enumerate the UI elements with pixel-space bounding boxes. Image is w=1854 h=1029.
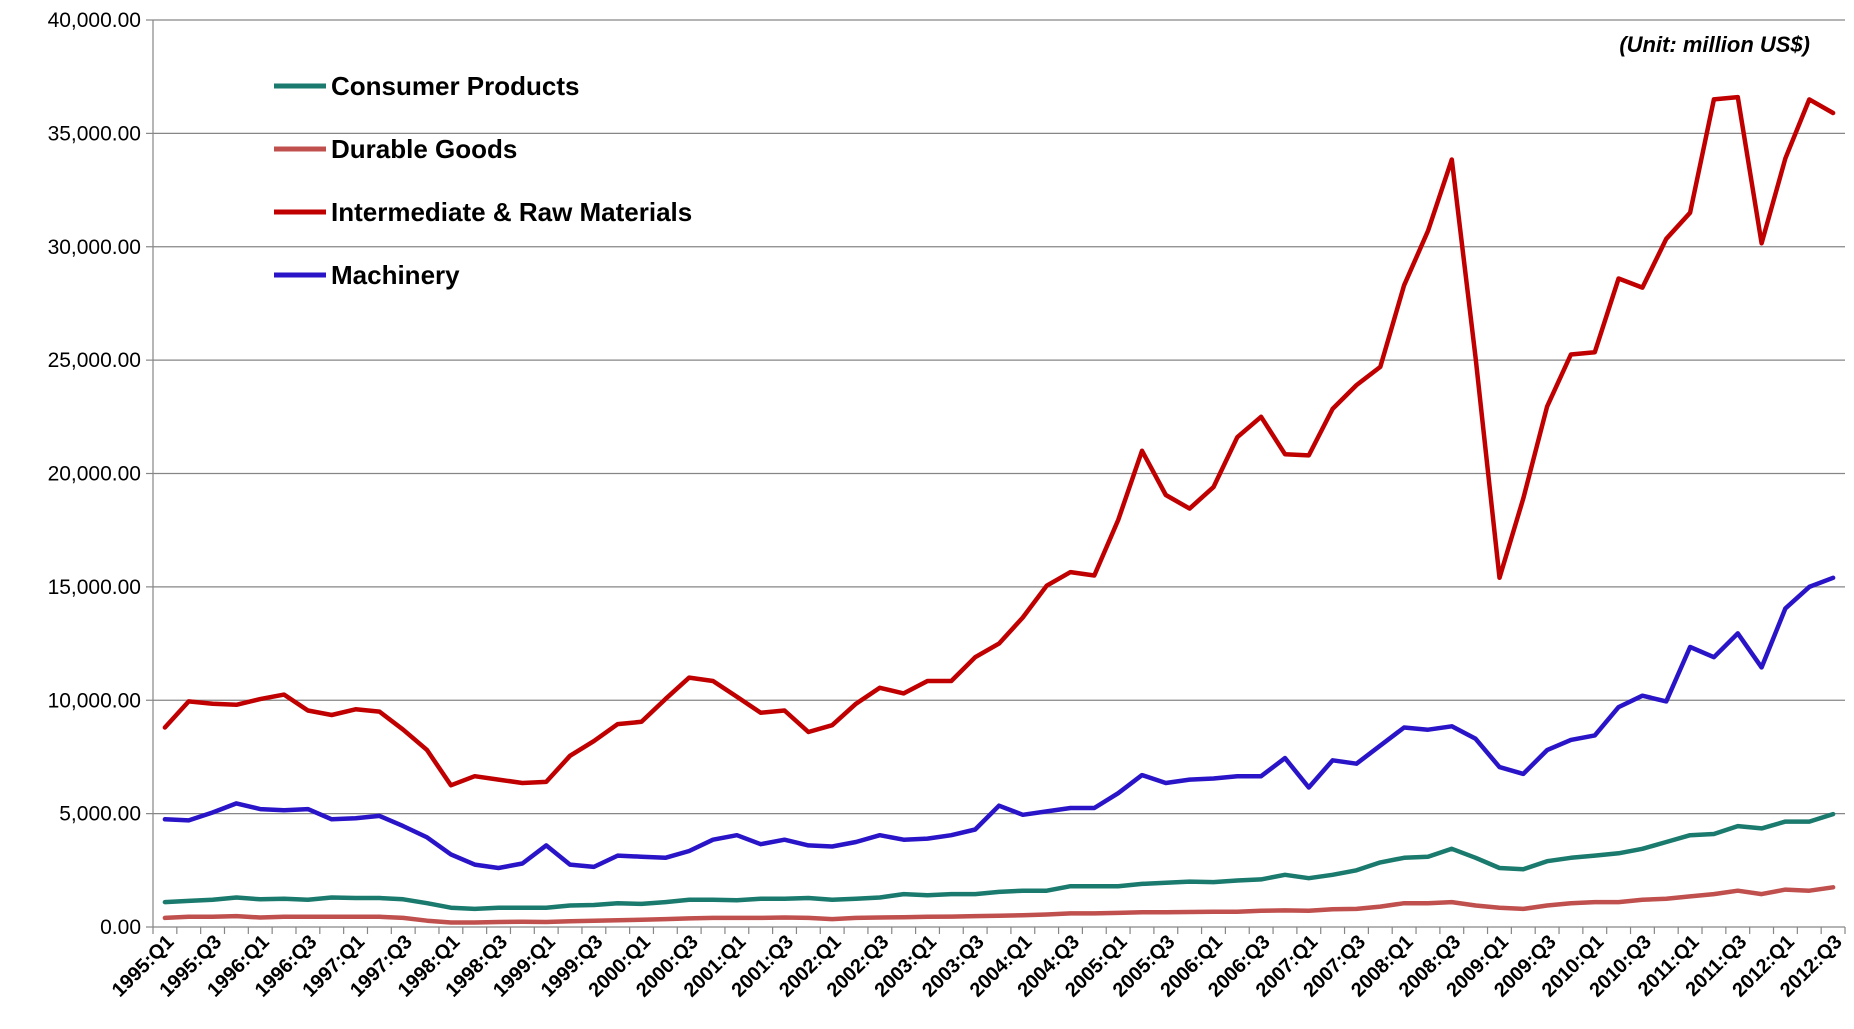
legend: Consumer Products Durable Goods Intermedia… xyxy=(274,71,692,290)
series-line-3 xyxy=(162,575,1836,871)
y-tick-label: 35,000.00 xyxy=(48,122,141,145)
legend-label: Durable Goods xyxy=(331,134,517,164)
y-tick-label: 40,000.00 xyxy=(48,9,141,32)
y-axis-tick-labels: 0.00 5,000.00 10,000.00 15,000.00 20,000.00 2… xyxy=(48,9,141,939)
y-tick-label: 0.00 xyxy=(100,916,141,939)
y-tick-label: 30,000.00 xyxy=(48,236,141,259)
gridlines xyxy=(153,19,1845,815)
y-tick-label: 25,000.00 xyxy=(48,349,141,372)
series-line-2 xyxy=(162,94,1836,788)
series-line-1 xyxy=(162,885,1836,925)
series-lines xyxy=(162,94,1836,925)
y-tick-label: 10,000.00 xyxy=(48,689,141,712)
x-axis-tick-labels: 1995:Q11995:Q31996:Q11996:Q31997:Q11997:… xyxy=(108,931,1847,1002)
y-tick-label: 5,000.00 xyxy=(59,803,141,826)
legend-label: Machinery xyxy=(331,260,460,290)
legend-label: Consumer Products xyxy=(331,71,580,101)
y-tick-label: 15,000.00 xyxy=(48,576,141,599)
series-line-0 xyxy=(162,811,1836,912)
unit-note: (Unit: million US$) xyxy=(1619,32,1810,57)
legend-label: Intermediate & Raw Materials xyxy=(331,197,692,227)
y-tick-label: 20,000.00 xyxy=(48,463,141,486)
axes xyxy=(146,19,1846,934)
